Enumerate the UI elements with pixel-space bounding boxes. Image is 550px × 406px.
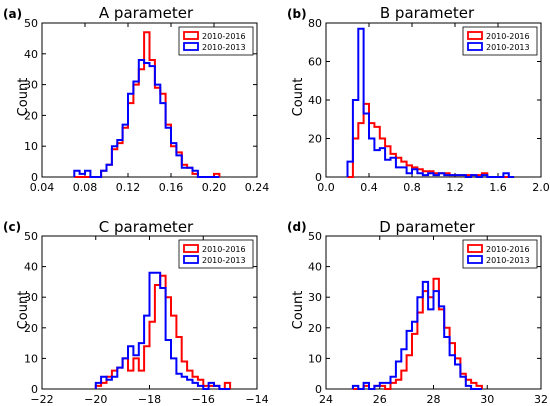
legend-swatch [183, 31, 199, 40]
histogram-series [351, 280, 482, 390]
y-tick-label: 20 [24, 322, 38, 335]
y-axis-label: Count [16, 291, 31, 330]
y-tick-label: 0 [315, 383, 322, 396]
histogram-series [352, 277, 483, 390]
x-tick-label: −16 [192, 393, 215, 406]
y-axis-label: Count [291, 291, 306, 330]
x-tick-label: −18 [138, 393, 161, 406]
x-tick-label: 30 [480, 393, 494, 406]
legend-label: 2010-2013 [486, 43, 530, 52]
panel-label: (a) [3, 7, 22, 21]
legend: 2010-2016 2010-2013 [462, 239, 538, 269]
legend: 2010-2016 2010-2013 [178, 239, 254, 269]
legend-label: 2010-2016 [202, 245, 246, 254]
x-tick-label: 0.04 [30, 181, 55, 194]
y-tick-label: 30 [308, 291, 322, 304]
y-tick-label: 40 [24, 261, 38, 274]
legend-label: 2010-2013 [202, 43, 246, 52]
y-tick-label: 50 [308, 230, 322, 243]
histogram-series [94, 274, 232, 390]
legend-swatch [183, 244, 199, 253]
x-tick-label: 0.20 [202, 181, 227, 194]
x-tick-label: 1.2 [446, 181, 464, 194]
x-tick-label: 0.24 [245, 181, 270, 194]
legend-swatch [183, 42, 199, 51]
x-tick-label: −14 [245, 393, 268, 406]
y-tick-label: 10 [24, 352, 38, 365]
legend-label: 2010-2016 [202, 32, 246, 41]
y-tick-label: 0 [31, 171, 38, 184]
x-tick-label: 24 [319, 393, 333, 406]
y-tick-label: 50 [24, 17, 38, 30]
legend-label: 2010-2013 [486, 256, 530, 265]
y-tick-label: 80 [308, 17, 322, 30]
x-tick-label: −20 [84, 393, 107, 406]
y-tick-label: 0 [31, 383, 38, 396]
plot-area: −22 −20 −18 −16 −14010203040502010-20162010-… [24, 230, 269, 406]
legend-label: 2010-2013 [202, 256, 246, 265]
x-tick-label: 0.16 [159, 181, 184, 194]
legend: 2010-2016 2010-2013 [178, 26, 254, 56]
panel-title: C parameter [99, 218, 194, 236]
y-tick-label: 30 [24, 79, 38, 92]
y-tick-label: 20 [308, 133, 322, 146]
panel-c: (c) C parameter Count −22 −20 −18 −16 −14 0 10… [3, 218, 269, 406]
x-tick-label: 0.0 [317, 181, 335, 194]
legend-swatch [467, 244, 483, 253]
panel-a: (a) A parameter Count 0.04 0.08 0.12 0.16 0.… [3, 4, 269, 194]
x-tick-label: 26 [373, 393, 387, 406]
plot-area: 0.0 0.4 0.8 1.2 1.6 2.00204060802010-20162010… [308, 17, 550, 194]
legend-swatch [467, 31, 483, 40]
histogram-series [347, 102, 515, 178]
panel-title: A parameter [99, 4, 194, 22]
legend-swatch [183, 255, 199, 264]
histogram-series [73, 59, 220, 178]
legend-label: 2010-2016 [486, 245, 530, 254]
y-tick-label: 0 [315, 171, 322, 184]
y-tick-label: 30 [24, 291, 38, 304]
y-tick-label: 10 [308, 352, 322, 365]
legend-swatch [467, 255, 483, 264]
histogram-series [346, 27, 515, 178]
y-tick-label: 40 [24, 48, 38, 61]
panel-d: (d) D parameter Count 24 26 28 30 32 0 10 20 30 4… [287, 218, 548, 406]
panel-label: (c) [3, 220, 21, 234]
y-axis-label: Count [291, 78, 306, 117]
x-tick-label: 0.12 [116, 181, 141, 194]
legend: 2010-2016 2010-2013 [462, 26, 538, 56]
plot-area: 24 26 28 30 32 0 10 20 30 40 50 2010-2016 2010-2013 [308, 230, 548, 406]
y-tick-label: 40 [308, 94, 322, 107]
x-tick-label: 0.8 [403, 181, 421, 194]
y-tick-label: 60 [308, 56, 322, 69]
histogram-series [94, 271, 231, 390]
x-tick-label: 0.4 [360, 181, 378, 194]
x-tick-label: −22 [30, 393, 53, 406]
x-tick-label: 28 [427, 393, 441, 406]
y-tick-label: 40 [308, 261, 322, 274]
panel-b: (b) B parameter Count 0.0 0.4 0.8 1.2 1.6 2.0… [287, 4, 550, 194]
y-tick-label: 20 [24, 109, 38, 122]
y-tick-label: 10 [24, 140, 38, 153]
x-tick-label: 1.6 [489, 181, 507, 194]
panel-label: (b) [287, 7, 307, 21]
plot-area: 0.04 0.08 0.12 0.16 0.20 0.24 0 10 20 30 40 50 2010-… [24, 17, 269, 194]
legend-label: 2010-2016 [486, 32, 530, 41]
panel-title: B parameter [380, 4, 475, 22]
x-tick-label: 2.0 [532, 181, 550, 194]
panel-label: (d) [287, 220, 307, 234]
panel-title: D parameter [379, 218, 475, 236]
x-tick-label: 32 [534, 393, 548, 406]
x-tick-label: 0.08 [73, 181, 98, 194]
y-tick-label: 20 [308, 322, 322, 335]
y-axis-label: Count [16, 78, 31, 117]
axes-frame [41, 22, 258, 178]
legend-swatch [467, 42, 483, 51]
y-tick-label: 50 [24, 230, 38, 243]
